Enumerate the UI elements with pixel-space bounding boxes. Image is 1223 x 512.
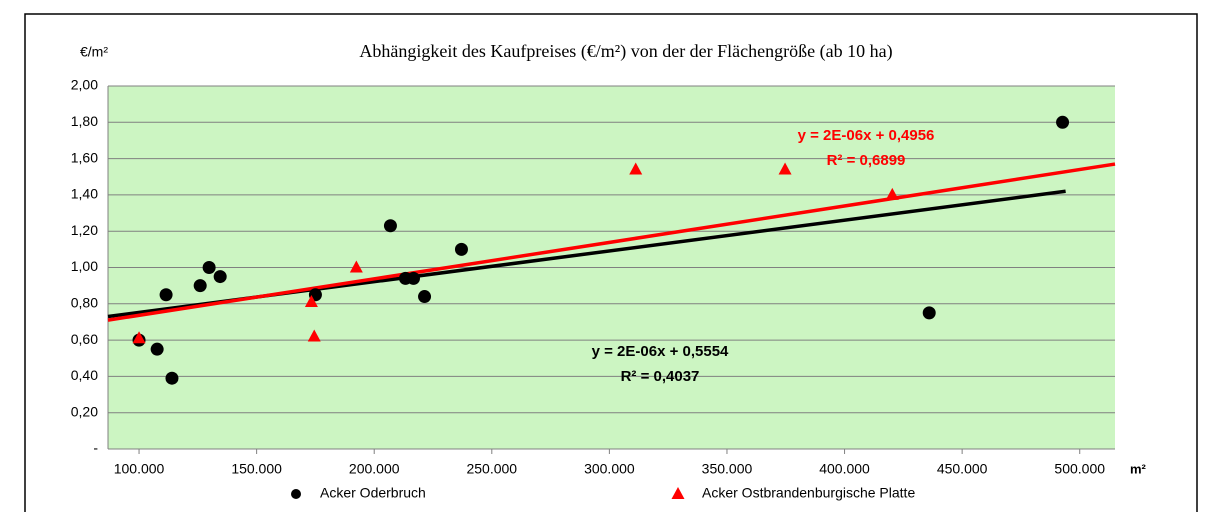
triangle-marker [304,294,318,307]
circle-marker [1056,115,1070,129]
y-tick-label: 1,00 [71,258,98,274]
y-tick-label: 1,20 [71,222,98,238]
trend-r2: R² = 0,6899 [827,152,906,169]
x-tick-label: 100.000 [114,461,165,477]
y-tick-label: 1,80 [71,113,98,129]
triangle-marker [307,329,321,342]
circle-marker [454,242,468,256]
x-tick-label: 150.000 [231,461,282,477]
circle-marker [383,219,397,233]
x-tick-label: 250.000 [466,461,517,477]
x-tick-label: 200.000 [349,461,400,477]
y-tick-label: 2,00 [71,77,98,93]
legend-marker [291,489,301,499]
y-tick-label: - [93,440,98,456]
x-tick-label: 300.000 [584,461,635,477]
circle-marker [193,279,207,293]
circle-marker [213,270,227,284]
x-tick-label: 350.000 [702,461,753,477]
y-tick-label: 1,40 [71,186,98,202]
circle-marker [406,271,420,285]
x-axis-label: m² [1130,461,1147,476]
y-tick-label: 0,20 [71,403,98,419]
triangle-marker [132,331,146,344]
triangle-marker [349,260,363,273]
triangle-marker [778,162,792,175]
legend-label: Acker Oderbruch [320,485,426,501]
x-tick-label: 400.000 [819,461,870,477]
y-tick-label: 0,40 [71,367,98,383]
x-tick-label: 500.000 [1054,461,1105,477]
chart-title: Abhängigkeit des Kaufpreises (€/m²) von … [359,41,892,62]
circle-marker [922,306,936,320]
y-tick-label: 0,80 [71,295,98,311]
circle-marker [165,371,179,385]
legend-label: Acker Ostbrandenburgische Platte [702,485,915,501]
y-tick-label: 1,60 [71,149,98,165]
y-axis-label: €/m² [80,44,108,60]
triangle-marker [885,187,899,200]
circle-marker [159,288,173,302]
x-tick-label: 450.000 [937,461,988,477]
trend-equation: y = 2E-06x + 0,4956 [798,127,935,144]
circle-marker [418,290,432,304]
circle-marker [202,261,216,274]
trendline [107,162,1116,322]
y-tick-label: 0,60 [71,331,98,347]
legend-marker [671,487,685,499]
trend-r2: R² = 0,4037 [621,368,700,385]
trend-equation: y = 2E-06x + 0,5554 [592,343,729,360]
triangle-marker [629,162,643,175]
circle-marker [150,342,164,356]
